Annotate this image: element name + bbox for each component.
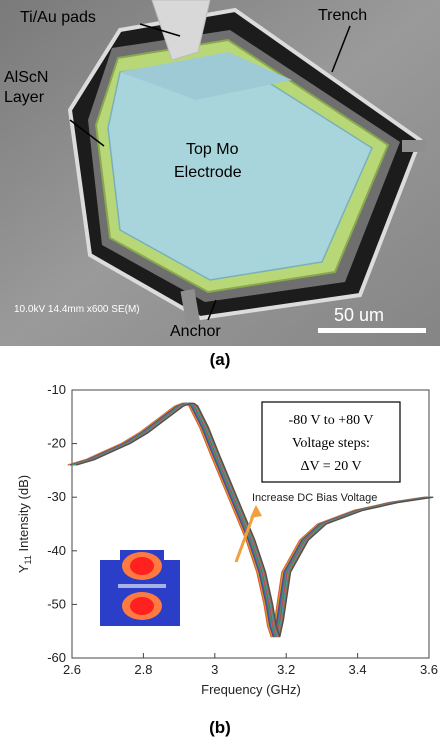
anchor-arrow	[207, 299, 217, 321]
legend-line-3: ΔV = 20 V	[300, 459, 361, 474]
label-trench: Trench	[318, 7, 367, 24]
y-tick-label: -30	[47, 489, 66, 504]
sem-info: 10.0kV 14.4mm x600 SE(M)	[14, 304, 140, 315]
x-tick-label: 2.8	[134, 662, 152, 677]
pads-arrow	[139, 23, 181, 37]
y-tick-label: -60	[47, 650, 66, 665]
caption-a: (a)	[209, 350, 231, 369]
legend-line-2: Voltage steps:	[292, 436, 370, 451]
y-tick-label: -10	[47, 382, 66, 397]
legend-box	[261, 401, 401, 483]
y11-chart: 2.6 2.8 3 3.2 3.4 3.6 -10 -20 -30 -40 -50 -60 -80 V…	[0, 374, 440, 712]
x-tick-label: 3.2	[277, 662, 295, 677]
legend-line-1: -80 V to +80 V	[289, 413, 374, 428]
label-alscn-1: AlScN	[4, 69, 48, 86]
label-anchor: Anchor	[170, 323, 221, 340]
sem-image: Ti/Au pads Trench AlScN Layer Top Mo Ele…	[0, 0, 440, 346]
y-tick-label: -50	[47, 596, 66, 611]
alscn-arrow	[69, 119, 105, 147]
bias-arrow-head	[250, 505, 262, 518]
y-tick-label: -40	[47, 543, 66, 558]
svg-text:Y11 Intensity (dB): Y11 Intensity (dB)	[16, 475, 33, 573]
x-tick-label: 2.6	[63, 662, 81, 677]
x-tick-label: 3	[211, 662, 218, 677]
y-axis-label: Y11 Intensity (dB)	[16, 475, 33, 573]
scale-bar-label: 50 um	[334, 305, 384, 325]
anchor-gap-right	[402, 140, 426, 152]
y-tick-label: -20	[47, 436, 66, 451]
y11-curve	[76, 402, 434, 638]
x-tick-label: 3.6	[420, 662, 438, 677]
scale-bar	[318, 328, 426, 333]
annotation-text: Increase DC Bias Voltage	[252, 492, 377, 504]
x-axis-label: Frequency (GHz)	[201, 682, 301, 697]
caption-b: (b)	[209, 718, 231, 737]
label-alscn-2: Layer	[4, 89, 45, 106]
ti-au-pad	[151, 0, 211, 61]
x-tick-label: 3.4	[349, 662, 367, 677]
electrode-tab	[120, 52, 292, 100]
label-pads: Ti/Au pads	[20, 9, 96, 26]
anchor-gap	[180, 289, 201, 325]
label-electrode-1: Top Mo	[186, 141, 239, 158]
trench-arrow	[331, 25, 351, 73]
mode-shape-inset	[100, 550, 180, 626]
label-electrode-2: Electrode	[174, 164, 242, 181]
